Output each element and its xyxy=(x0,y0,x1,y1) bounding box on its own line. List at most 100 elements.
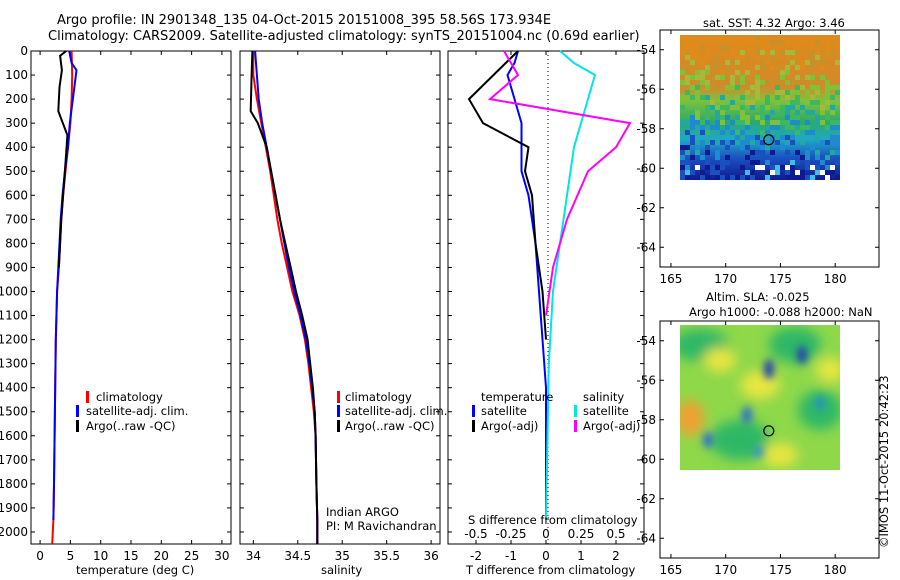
sst-pixel xyxy=(825,165,830,170)
sst-pixel xyxy=(805,155,810,160)
sst-pixel xyxy=(740,110,745,115)
sst-pixel xyxy=(790,130,795,135)
sst-pixel xyxy=(750,160,755,165)
sst-pixel xyxy=(760,60,765,65)
sst-pixel xyxy=(680,160,685,165)
sst-pixel xyxy=(695,145,700,150)
sst-map-ticks: 165 170 175 180 -54 -56 -58 -60 -62 -64 xyxy=(636,30,879,286)
sst-pixel xyxy=(760,80,765,85)
sst-pixel xyxy=(790,60,795,65)
sst-pixel xyxy=(690,50,695,55)
sst-pixel xyxy=(795,35,800,40)
sst-pixel xyxy=(735,175,740,180)
difference-x-ticks: -2 -1 0 1 2 -0.5 -0.25 0 0.25 0.5 xyxy=(464,51,626,563)
sst-pixel xyxy=(760,50,765,55)
sst-gap-pixel xyxy=(810,165,815,170)
sst-pixel xyxy=(815,100,820,105)
sst-pixel xyxy=(740,130,745,135)
sst-pixel xyxy=(750,75,755,80)
sst-pixel xyxy=(705,140,710,145)
sst-pixel xyxy=(820,60,825,65)
sst-pixel xyxy=(700,95,705,100)
sst-pixel xyxy=(725,160,730,165)
sst-pixel xyxy=(720,100,725,105)
sst-pixel xyxy=(825,115,830,120)
sst-pixel xyxy=(690,115,695,120)
sst-pixel xyxy=(775,130,780,135)
sst-pixel xyxy=(680,150,685,155)
sst-pixel xyxy=(800,105,805,110)
sla-field xyxy=(680,325,840,470)
sst-pixel xyxy=(685,85,690,90)
legend3-s-argo: Argo(-adj) xyxy=(583,419,640,433)
sst-pixel xyxy=(790,50,795,55)
series-line-satellite-adj-clim- xyxy=(52,50,78,521)
sst-pixel xyxy=(730,100,735,105)
sst-pixel xyxy=(705,145,710,150)
sst-pixel xyxy=(760,40,765,45)
sst-pixel xyxy=(775,165,780,170)
sst-pixel xyxy=(805,130,810,135)
sst-pixel xyxy=(810,75,815,80)
y-tick-label: 1500 xyxy=(0,405,28,419)
sst-pixel xyxy=(805,165,810,170)
difference-xlabel: T difference from climatology xyxy=(465,563,636,577)
sst-pixel xyxy=(720,105,725,110)
sst-pixel xyxy=(770,35,775,40)
sst-pixel xyxy=(745,100,750,105)
sst-pixel xyxy=(700,140,705,145)
sst-pixel xyxy=(690,125,695,130)
sst-map-title: sat. SST: 4.32 Argo: 3.46 xyxy=(703,16,845,30)
sst-pixel xyxy=(785,105,790,110)
sst-pixel xyxy=(795,160,800,165)
sst-pixel xyxy=(760,105,765,110)
figure-title-line1: Argo profile: IN 2901348_135 04-Oct-2015… xyxy=(57,13,551,28)
sst-pixel xyxy=(785,175,790,180)
sst-pixel xyxy=(705,150,710,155)
sst-pixel xyxy=(755,90,760,95)
sst-pixel xyxy=(790,140,795,145)
sst-pixel xyxy=(710,140,715,145)
sst-pixel xyxy=(835,175,840,180)
sst-pixel xyxy=(705,105,710,110)
sst-pixel xyxy=(685,160,690,165)
y-tick-label: 1400 xyxy=(0,381,28,395)
sst-pixel xyxy=(725,105,730,110)
y-tick-label: 900 xyxy=(5,260,28,274)
x-tick-label: 20 xyxy=(154,549,169,563)
y-tick-label: 1200 xyxy=(0,333,28,347)
sst-pixel xyxy=(710,100,715,105)
sst-pixel xyxy=(715,150,720,155)
sst-pixel xyxy=(830,125,835,130)
sst-pixel xyxy=(745,90,750,95)
sst-pixel xyxy=(720,115,725,120)
sst-pixel xyxy=(795,130,800,135)
sst-pixel xyxy=(710,75,715,80)
sst-pixel xyxy=(785,60,790,65)
sst-pixel xyxy=(800,75,805,80)
sst-pixel xyxy=(680,50,685,55)
sst-pixel xyxy=(835,35,840,40)
map-y-tick-label: -62 xyxy=(636,492,656,506)
sst-pixel xyxy=(825,90,830,95)
sst-pixel xyxy=(785,50,790,55)
x-top-tick-label: 0.5 xyxy=(606,527,625,541)
sst-pixel xyxy=(700,80,705,85)
temperature-x-ticks: 0 5 10 15 20 25 30 xyxy=(36,51,230,563)
sst-pixel xyxy=(805,110,810,115)
sst-pixel xyxy=(825,75,830,80)
sst-pixel xyxy=(755,65,760,70)
sst-pixel xyxy=(785,65,790,70)
sst-pixel xyxy=(815,165,820,170)
sst-pixel xyxy=(815,40,820,45)
sst-pixel xyxy=(740,125,745,130)
sst-pixel xyxy=(685,130,690,135)
sst-pixel xyxy=(825,50,830,55)
sst-pixel xyxy=(775,170,780,175)
sst-pixel xyxy=(790,135,795,140)
sst-pixel xyxy=(810,110,815,115)
map-y-tick-label: -56 xyxy=(636,82,656,96)
sst-pixel xyxy=(795,115,800,120)
sst-pixel xyxy=(680,175,685,180)
sst-pixel xyxy=(790,165,795,170)
